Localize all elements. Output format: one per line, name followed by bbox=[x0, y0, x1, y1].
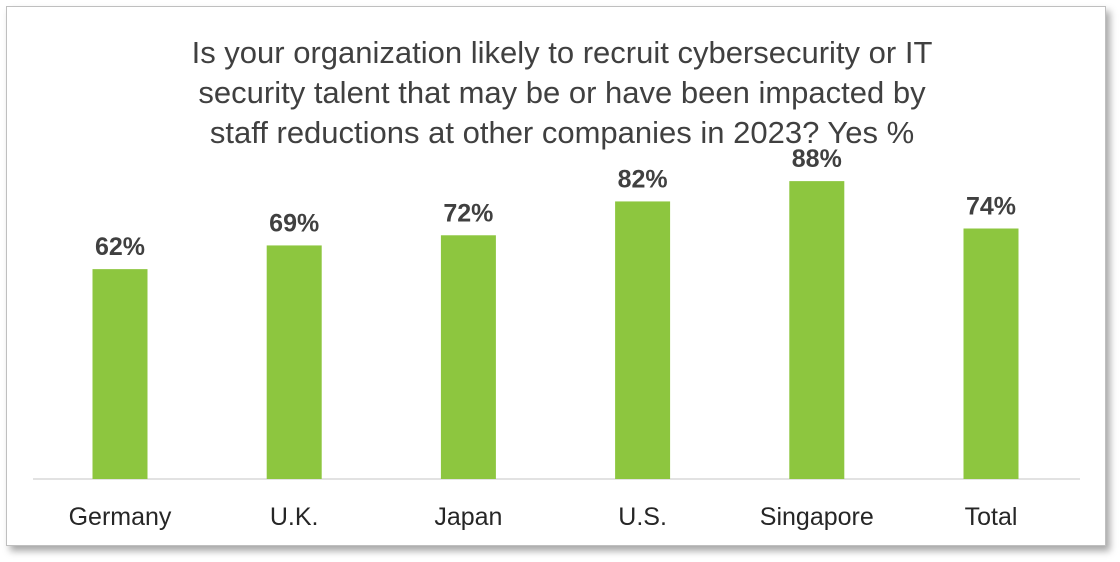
bar-singapore bbox=[789, 181, 845, 479]
x-tick-label: U.K. bbox=[270, 503, 319, 531]
data-label: 82% bbox=[618, 165, 668, 193]
chart-title: Is your organization likely to recruit c… bbox=[191, 35, 933, 150]
x-tick-label: U.S. bbox=[618, 503, 667, 531]
x-tick-label: Germany bbox=[69, 503, 172, 531]
bar-total bbox=[963, 228, 1019, 479]
data-label: 74% bbox=[966, 193, 1016, 221]
data-label: 72% bbox=[443, 199, 493, 227]
bar-japan bbox=[440, 235, 496, 479]
x-tick-label: Singapore bbox=[760, 503, 874, 531]
chart-card: Is your organization likely to recruit c… bbox=[6, 6, 1106, 546]
x-tick-label: Total bbox=[965, 503, 1018, 531]
bar-u-s bbox=[615, 201, 671, 479]
data-label: 62% bbox=[95, 233, 145, 261]
bar-germany bbox=[92, 269, 148, 479]
data-label: 88% bbox=[792, 145, 842, 173]
x-tick-label: Japan bbox=[434, 503, 502, 531]
bar-chart: 62% Germany 69% U.K. 72% Japan 82% U.S. 88% Singa… bbox=[33, 145, 1080, 531]
bar-u-k bbox=[266, 245, 322, 479]
data-label: 69% bbox=[269, 209, 319, 237]
